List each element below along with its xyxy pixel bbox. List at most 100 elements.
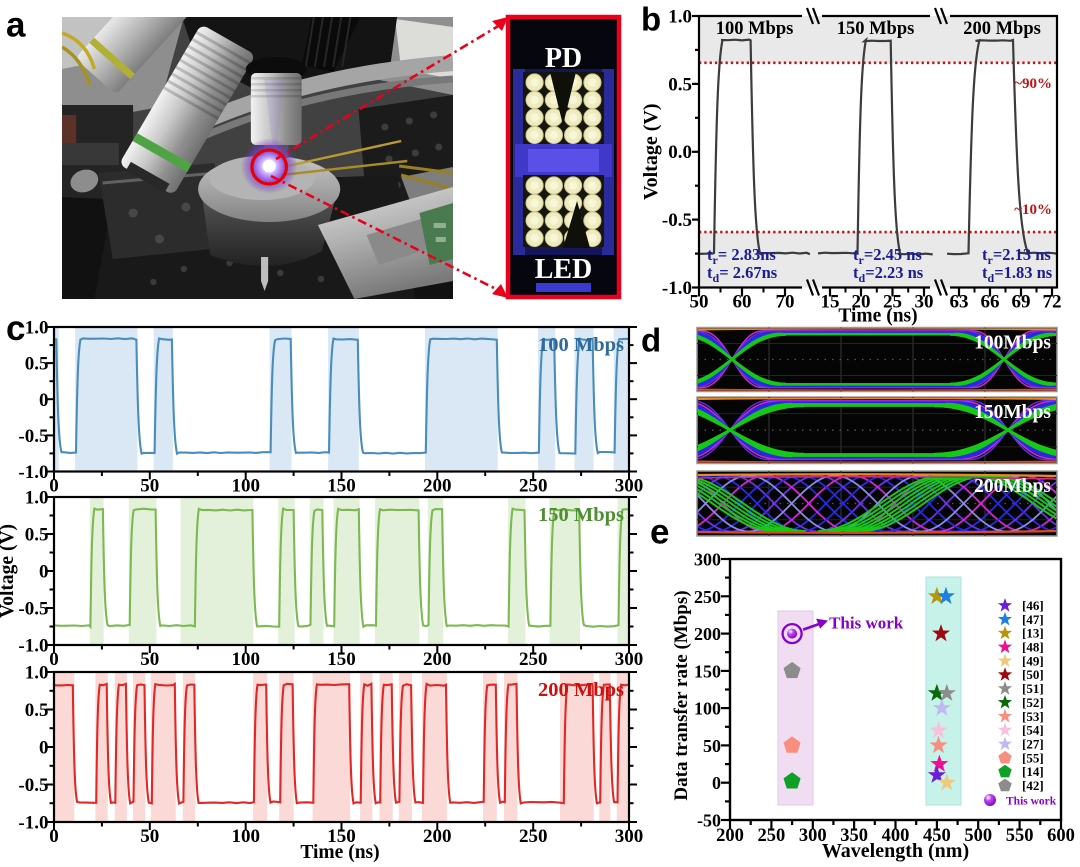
svg-text:c: c bbox=[6, 309, 25, 348]
svg-text:63: 63 bbox=[950, 292, 969, 313]
svg-text:0: 0 bbox=[39, 562, 49, 583]
svg-text:[42]: [42] bbox=[1022, 778, 1044, 793]
svg-text:66: 66 bbox=[981, 292, 1000, 313]
svg-text:1.0: 1.0 bbox=[25, 318, 49, 339]
svg-text:-0.5: -0.5 bbox=[18, 599, 48, 620]
svg-text:30: 30 bbox=[915, 292, 934, 313]
svg-text:70: 70 bbox=[776, 292, 795, 313]
svg-text:200: 200 bbox=[423, 476, 452, 497]
svg-text:[55]: [55] bbox=[1022, 750, 1044, 765]
svg-text:[54]: [54] bbox=[1022, 723, 1044, 738]
svg-text:150Mbps: 150Mbps bbox=[974, 402, 1051, 423]
svg-text:0.5: 0.5 bbox=[668, 74, 692, 95]
svg-text:d: d bbox=[641, 322, 661, 359]
svg-text:50: 50 bbox=[140, 649, 159, 670]
svg-text:50: 50 bbox=[140, 826, 159, 847]
svg-text:100: 100 bbox=[231, 476, 260, 497]
svg-text:[46]: [46] bbox=[1022, 598, 1044, 613]
svg-text:PD: PD bbox=[545, 43, 582, 74]
svg-text:200 Mbps: 200 Mbps bbox=[538, 679, 624, 701]
svg-text:100 Mbps: 100 Mbps bbox=[716, 19, 794, 39]
svg-text:250: 250 bbox=[519, 826, 548, 847]
svg-text:72: 72 bbox=[1043, 292, 1062, 313]
svg-text:150 Mbps: 150 Mbps bbox=[837, 19, 915, 39]
svg-text:150: 150 bbox=[327, 649, 356, 670]
svg-text:200: 200 bbox=[716, 826, 744, 846]
svg-text:200: 200 bbox=[423, 826, 452, 847]
svg-text:550: 550 bbox=[1006, 826, 1034, 846]
svg-text:-50: -50 bbox=[697, 811, 721, 831]
svg-text:100: 100 bbox=[231, 826, 260, 847]
svg-text:Voltage (V): Voltage (V) bbox=[640, 104, 662, 200]
svg-text:20: 20 bbox=[852, 292, 871, 313]
svg-text:100 Mbps: 100 Mbps bbox=[538, 334, 624, 356]
svg-text:200 Mbps: 200 Mbps bbox=[963, 19, 1041, 39]
svg-text:0.5: 0.5 bbox=[25, 700, 49, 721]
svg-text:50: 50 bbox=[140, 476, 159, 497]
svg-text:200Mbps: 200Mbps bbox=[974, 476, 1051, 497]
svg-text:100Mbps: 100Mbps bbox=[974, 333, 1051, 354]
svg-text:[52]: [52] bbox=[1022, 695, 1044, 710]
svg-text:0: 0 bbox=[49, 649, 59, 670]
svg-text:25: 25 bbox=[883, 292, 902, 313]
svg-text:0.5: 0.5 bbox=[25, 525, 49, 546]
svg-text:[49]: [49] bbox=[1022, 653, 1044, 668]
svg-text:-1.0: -1.0 bbox=[662, 278, 692, 299]
svg-text:1.0: 1.0 bbox=[668, 7, 692, 28]
svg-text:250: 250 bbox=[519, 476, 548, 497]
svg-text:250: 250 bbox=[758, 826, 786, 846]
svg-text:300: 300 bbox=[615, 476, 644, 497]
svg-text:[51]: [51] bbox=[1022, 681, 1044, 696]
svg-text:-0.5: -0.5 bbox=[18, 426, 48, 447]
svg-text:This work: This work bbox=[829, 614, 904, 633]
svg-text:0: 0 bbox=[712, 773, 721, 793]
svg-text:300: 300 bbox=[694, 550, 721, 570]
svg-text:150: 150 bbox=[327, 476, 356, 497]
svg-text:-0.5: -0.5 bbox=[662, 210, 692, 231]
svg-text:tr=2.45 ns: tr=2.45 ns bbox=[853, 245, 922, 267]
svg-text:400: 400 bbox=[882, 826, 910, 846]
svg-text:0: 0 bbox=[39, 738, 49, 759]
svg-text:~90%: ~90% bbox=[1014, 76, 1052, 92]
svg-text:td=2.23 ns: td=2.23 ns bbox=[853, 263, 924, 285]
svg-text:-0.5: -0.5 bbox=[18, 775, 48, 796]
svg-text:250: 250 bbox=[519, 649, 548, 670]
svg-text:450: 450 bbox=[923, 826, 951, 846]
svg-text:200: 200 bbox=[423, 649, 452, 670]
svg-text:Wavelength (nm): Wavelength (nm) bbox=[822, 840, 969, 862]
svg-text:-1.0: -1.0 bbox=[18, 813, 48, 834]
svg-text:69: 69 bbox=[1012, 292, 1031, 313]
svg-text:[50]: [50] bbox=[1022, 667, 1044, 682]
svg-text:500: 500 bbox=[964, 826, 992, 846]
svg-text:60: 60 bbox=[733, 292, 752, 313]
svg-text:Time (ns): Time (ns) bbox=[300, 842, 379, 863]
svg-text:1.0: 1.0 bbox=[25, 488, 49, 509]
svg-text:100: 100 bbox=[231, 649, 260, 670]
svg-text:0: 0 bbox=[49, 476, 59, 497]
svg-text:250: 250 bbox=[694, 587, 721, 607]
svg-text:[47]: [47] bbox=[1022, 612, 1044, 627]
svg-text:Data transfer rate (Mbps): Data transfer rate (Mbps) bbox=[671, 590, 692, 800]
svg-text:0: 0 bbox=[39, 390, 49, 411]
svg-text:-1.0: -1.0 bbox=[18, 462, 48, 483]
svg-text:e: e bbox=[650, 513, 669, 552]
svg-text:300: 300 bbox=[615, 649, 644, 670]
svg-text:50: 50 bbox=[703, 736, 721, 756]
svg-text:150: 150 bbox=[694, 661, 721, 681]
svg-text:~10%: ~10% bbox=[1014, 202, 1052, 218]
svg-text:350: 350 bbox=[840, 826, 868, 846]
svg-text:300: 300 bbox=[615, 826, 644, 847]
svg-text:15: 15 bbox=[821, 292, 840, 313]
svg-text:100: 100 bbox=[694, 699, 721, 719]
svg-text:[13]: [13] bbox=[1022, 626, 1044, 641]
svg-text:a: a bbox=[6, 6, 26, 45]
svg-text:1.0: 1.0 bbox=[25, 663, 49, 684]
svg-text:-1.0: -1.0 bbox=[18, 636, 48, 657]
svg-text:600: 600 bbox=[1047, 826, 1075, 846]
svg-text:LED: LED bbox=[535, 254, 593, 285]
svg-text:td=1.83 ns: td=1.83 ns bbox=[982, 263, 1053, 285]
svg-text:Time (ns): Time (ns) bbox=[838, 306, 917, 327]
svg-text:0.5: 0.5 bbox=[25, 354, 49, 375]
svg-text:200: 200 bbox=[694, 624, 721, 644]
svg-text:0: 0 bbox=[49, 826, 59, 847]
